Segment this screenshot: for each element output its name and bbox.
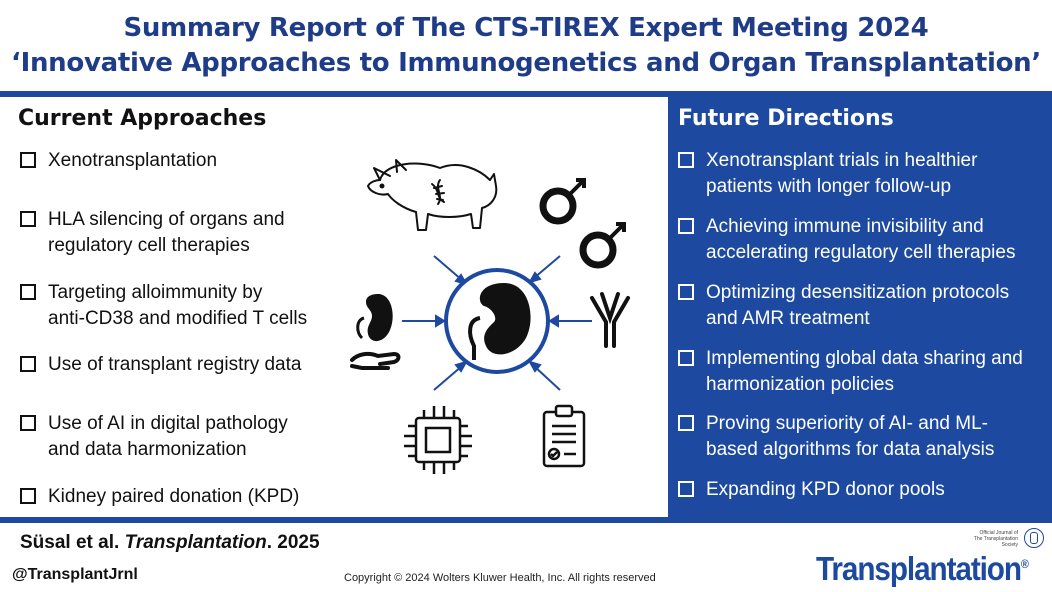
future-item: Achieving immune invisibility and acceler… [678, 214, 1046, 266]
journal-tagline: Official Journal of The Transplantation … [968, 530, 1018, 548]
item-line: harmonization policies [706, 374, 894, 395]
current-item: Use of transplant registry data [20, 352, 301, 378]
future-item: Implementing global data sharing and harm… [678, 346, 1046, 398]
future-directions-panel: Future Directions Xenotransplant trials … [668, 97, 1052, 517]
current-item: Targeting alloimmunity by anti-CD38 and m… [20, 280, 307, 332]
checkbox-icon [20, 284, 36, 300]
current-item: Kidney paired donation (KPD) [20, 484, 299, 510]
checkbox-icon [20, 356, 36, 372]
current-item: Use of AI in digital pathology and data h… [20, 411, 288, 463]
tagline-line: The Transplantation Society [973, 536, 1018, 548]
antibody-icon [590, 292, 630, 348]
journal-logo: Transplantation® [816, 550, 1029, 588]
item-line: Proving superiority of AI- and ML- [706, 413, 988, 434]
item-line: regulatory cell therapies [48, 235, 250, 256]
item-line: Expanding KPD donor pools [706, 479, 945, 500]
copyright: Copyright © 2024 Wolters Kluwer Health, … [344, 572, 656, 584]
item-line: Kidney paired donation (KPD) [48, 486, 300, 507]
item-line: Optimizing desensitization protocols [706, 282, 1010, 303]
checkbox-icon [678, 284, 694, 300]
future-item: Xenotransplant trials in healthier patien… [678, 148, 1046, 200]
item-line: Use of AI in digital pathology [48, 413, 288, 434]
title-band: Summary Report of The CTS-TIREX Expert M… [0, 0, 1052, 90]
item-line: patients with longer follow-up [706, 176, 952, 197]
item-line: Implementing global data sharing and [706, 348, 1023, 369]
sex-symbols-icon [539, 178, 626, 269]
checkbox-icon [678, 481, 694, 497]
tagline-line: Official Journal of [979, 530, 1018, 536]
item-line: and AMR treatment [706, 308, 870, 329]
checkbox-icon [20, 415, 36, 431]
kidney-in-hand-icon [350, 294, 401, 370]
page-title: Summary Report of The CTS-TIREX Expert M… [123, 13, 929, 43]
item-line: accelerating regulatory cell therapies [706, 242, 1016, 263]
citation: Süsal et al. Transplantation. 2025 [20, 532, 320, 554]
society-seal-icon [1024, 528, 1044, 548]
item-line: Xenotransplantation [48, 150, 218, 171]
item-line: Xenotransplant trials in healthier [706, 150, 978, 171]
current-approaches-panel: Current Approaches Xenotransplantation H… [0, 97, 668, 517]
item-line: Use of transplant registry data [48, 354, 302, 375]
item-line: anti-CD38 and modified T cells [48, 308, 308, 329]
checkbox-icon [20, 488, 36, 504]
journal-logo-text: Transplantation [816, 550, 1022, 587]
future-item: Proving superiority of AI- and ML-based … [678, 411, 1046, 463]
checkbox-icon [678, 152, 694, 168]
twitter-handle[interactable]: @TransplantJrnl [12, 566, 138, 583]
checkbox-icon [20, 152, 36, 168]
citation-journal: Transplantation [124, 532, 267, 553]
current-approaches-heading: Current Approaches [18, 106, 267, 131]
item-line: and data harmonization [48, 439, 247, 460]
item-line: HLA silencing of organs and [48, 209, 285, 230]
current-item: HLA silencing of organs and regulatory ce… [20, 207, 285, 259]
item-line: Targeting alloimmunity by [48, 282, 263, 303]
checkbox-icon [678, 218, 694, 234]
item-line: based algorithms for data analysis [706, 439, 995, 460]
page-subtitle: ‘Innovative Approaches to Immunogenetics… [11, 48, 1041, 78]
citation-authors: Süsal et al. [20, 532, 120, 553]
checkbox-icon [678, 350, 694, 366]
future-item: Expanding KPD donor pools [678, 477, 1046, 503]
top-divider [0, 91, 1052, 97]
checkbox-icon [20, 211, 36, 227]
bottom-divider [0, 517, 1052, 523]
transplant-graphic [350, 159, 630, 474]
microchip-icon [404, 406, 472, 474]
item-line: Achieving immune invisibility and [706, 216, 984, 237]
registered-mark: ® [1020, 557, 1029, 571]
pig-dna-icon [367, 159, 498, 231]
checkbox-icon [678, 415, 694, 431]
clipboard-icon [542, 404, 586, 468]
current-item: Xenotransplantation [20, 148, 217, 174]
citation-year: . 2025 [266, 532, 320, 553]
future-item: Optimizing desensitization protocols and … [678, 280, 1046, 332]
kidney-icon [444, 268, 550, 374]
arrows-icon [402, 255, 592, 391]
future-directions-heading: Future Directions [678, 106, 894, 131]
